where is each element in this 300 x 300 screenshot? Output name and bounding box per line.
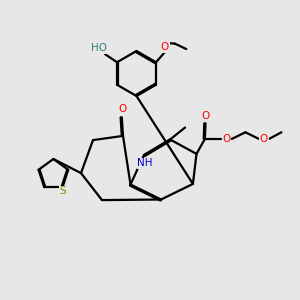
- Text: O: O: [201, 111, 210, 122]
- Text: HO: HO: [91, 44, 107, 53]
- Text: O: O: [222, 134, 231, 144]
- Text: O: O: [161, 42, 169, 52]
- Text: O: O: [260, 134, 268, 144]
- Text: NH: NH: [137, 158, 153, 169]
- Text: S: S: [59, 186, 66, 197]
- Text: O: O: [118, 104, 127, 114]
